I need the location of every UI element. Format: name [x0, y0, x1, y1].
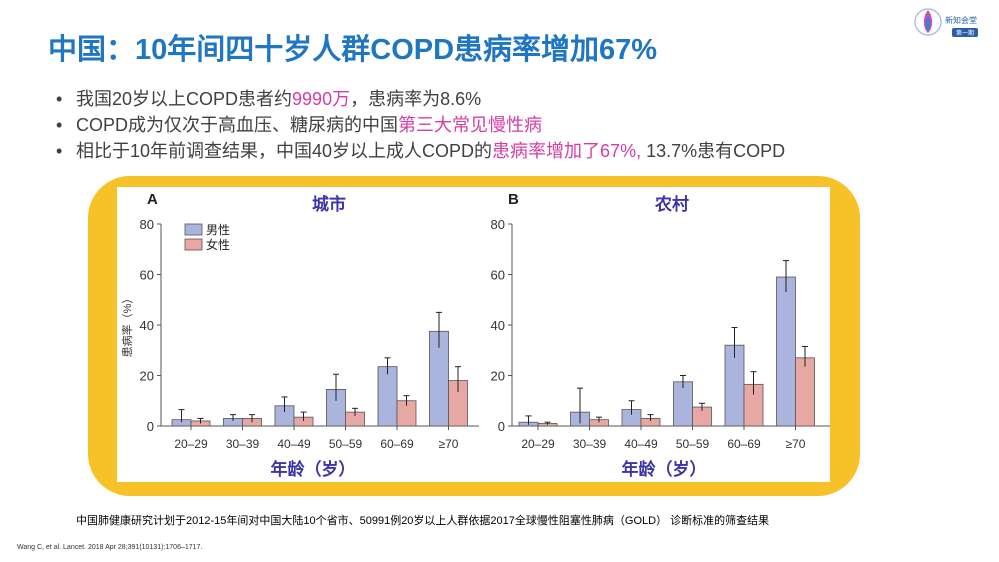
chart-a-legend-label: 女性 — [206, 237, 230, 252]
bullet-dot: • — [56, 89, 63, 109]
chart-b-y-tick-label: 80 — [491, 217, 505, 232]
bullet-text: ，患病率为8.6% — [350, 89, 482, 109]
chart-b-bar-female — [795, 357, 815, 427]
chart-b-bar-male — [673, 381, 693, 427]
chart-b-panel-label: B — [508, 191, 519, 208]
chart-b-x-tick-label: 40–49 — [624, 437, 658, 451]
chart-b-x-tick-label: ≥70 — [786, 437, 806, 451]
logo-flame-icon: 新知会堂 第一期 — [914, 8, 978, 37]
prevalence-charts: A 城市 0 20 40 60 80 20–29 30–39 40–49 50–59 60–69 ≥70… — [120, 191, 830, 479]
chart-a-y-tick-label: 80 — [140, 217, 154, 232]
chart-a-legend-swatch-male — [184, 223, 203, 236]
chart-a-y-axis-label: 患病率（%） — [120, 293, 134, 358]
bullet-list: • 我国20岁以上COPD患者约9990万，患病率为8.6% • COPD成为仅次于… — [56, 87, 785, 165]
bullet-item: • 相比于10年前调查结果，中国40岁以上成人COPD的患病率增加了67%, 13… — [56, 139, 785, 163]
bullet-text: 相比于10年前调查结果，中国40岁以上成人COPD的 — [76, 141, 493, 161]
bullet-item: • 我国20岁以上COPD患者约9990万，患病率为8.6% — [56, 87, 785, 111]
chart-a-x-tick-label: 20–29 — [174, 437, 208, 451]
bullet-highlight: 患病率增加了67%, — [492, 141, 642, 161]
chart-panel: A 城市 0 20 40 60 80 20–29 30–39 40–49 50–59 60–69 ≥70… — [117, 187, 830, 482]
chart-a-legend-label: 男性 — [206, 223, 230, 237]
chart-a-x-tick-label: ≥70 — [439, 437, 459, 451]
page-title: 中国：10年间四十岁人群COPD患病率增加67% — [48, 34, 658, 66]
bullet-highlight: 9990万 — [292, 89, 351, 109]
chart-b-x-tick-label: 50–59 — [676, 437, 710, 451]
chart-a-bar-male — [377, 366, 398, 427]
chart-b-x-tick-label: 20–29 — [521, 437, 555, 451]
chart-a-panel-label: A — [147, 191, 158, 208]
chart-a-x-axis-label: 年龄（岁） — [271, 459, 356, 479]
chart-b-y-tick-label: 40 — [491, 318, 505, 333]
chart-b-x-axis-label: 年龄（岁） — [622, 459, 707, 479]
chart-a-x-tick-label: 50–59 — [329, 437, 363, 451]
chart-b-bar-male — [776, 276, 796, 427]
chart-b-y-tick-label: 20 — [491, 369, 505, 384]
bullet-item: • COPD成为仅次于高血压、糖尿病的中国第三大常见慢性病 — [56, 113, 785, 137]
bullet-dot: • — [56, 141, 63, 161]
bullet-dot: • — [56, 115, 63, 135]
citation: Wang C, et al. Lancet. 2018 Apr 28;391(1… — [17, 544, 203, 551]
chart-a-x-tick-label: 30–39 — [226, 437, 260, 451]
bullet-text: 我国20岁以上COPD患者约 — [76, 89, 293, 109]
chart-b-x-tick-label: 60–69 — [727, 437, 761, 451]
footnote: 中国肺健康研究计划于2012-15年间对中国大陆10个省市、50991例20岁以… — [76, 515, 770, 527]
logo-name: 新知会堂 — [945, 15, 977, 25]
chart-a-legend-swatch-female — [184, 238, 203, 251]
chart-b-y-tick-label: 0 — [498, 419, 505, 434]
bullet-text: COPD成为仅次于高血压、糖尿病的中国 — [76, 115, 399, 135]
bullet-text: 13.7%患有COPD — [641, 141, 786, 161]
bullet-highlight: 第三大常见慢性病 — [398, 115, 543, 135]
chart-a-y-tick-label: 60 — [140, 268, 154, 283]
chart-b-title: 农村 — [654, 194, 689, 214]
chart-a-y-tick-label: 0 — [147, 419, 154, 434]
chart-a-title: 城市 — [312, 194, 346, 214]
chart-b-y-tick-label: 60 — [491, 268, 505, 283]
chart-a-x-tick-label: 60–69 — [380, 437, 414, 451]
brand-logo: 新知会堂 第一期 — [914, 4, 994, 42]
chart-b-x-tick-label: 30–39 — [573, 437, 607, 451]
chart-a-x-tick-label: 40–49 — [277, 437, 311, 451]
chart-a-y-tick-label: 20 — [140, 369, 154, 384]
chart-a-y-tick-label: 40 — [140, 318, 154, 333]
logo-sub: 第一期 — [956, 29, 974, 37]
